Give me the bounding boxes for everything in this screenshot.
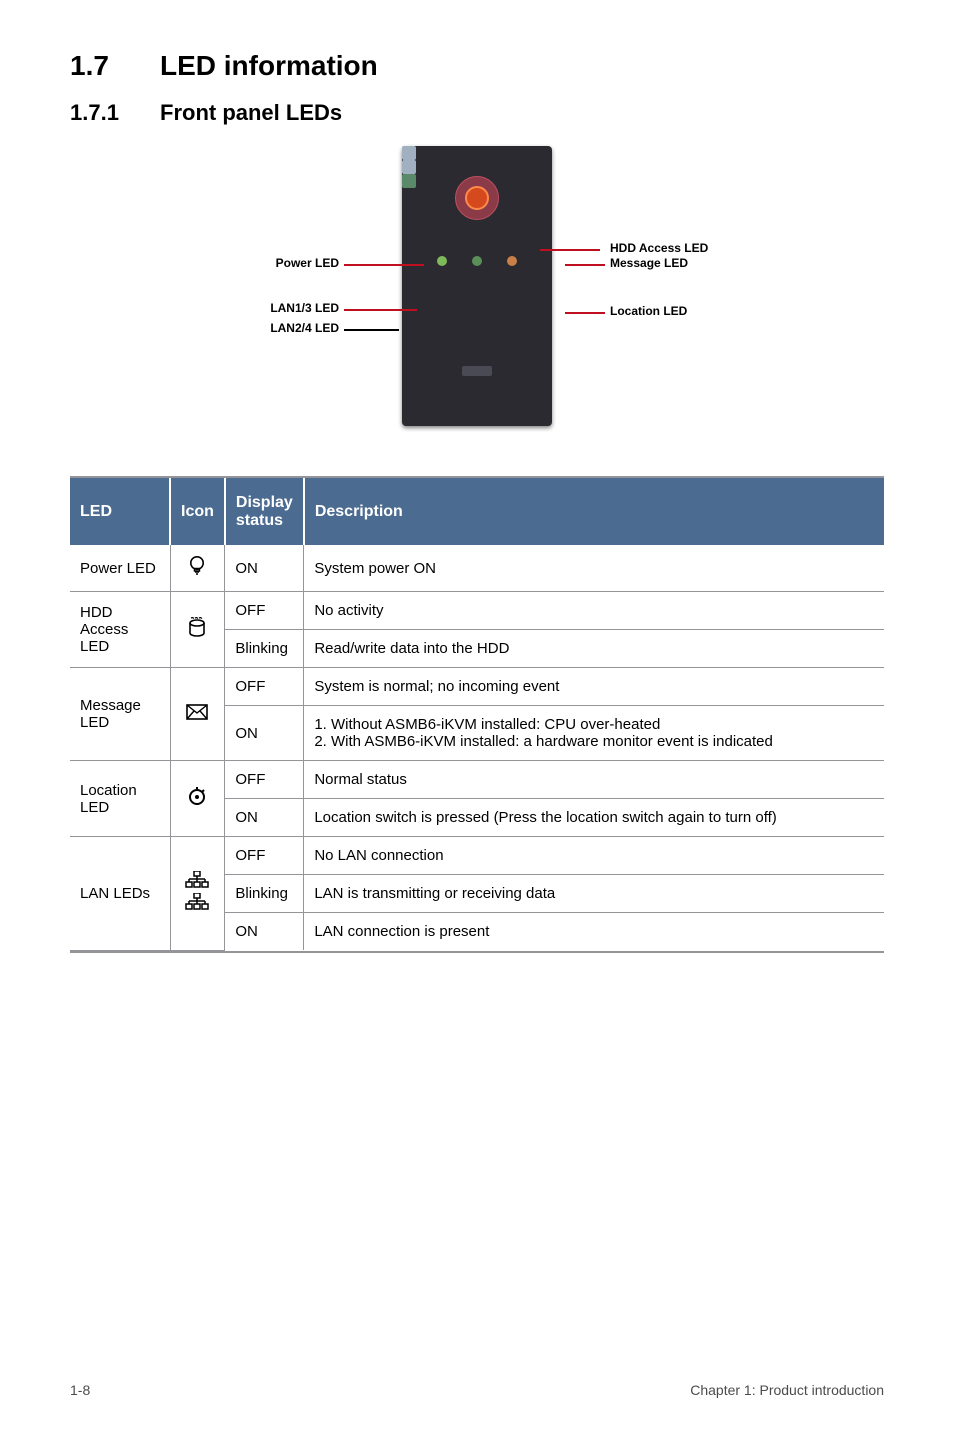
callout-lan13-label: LAN1/3 LED: [270, 301, 339, 315]
device-power-button-graphic: [455, 176, 499, 220]
callout-lan24-led: LAN2/4 LED: [139, 321, 339, 335]
cell-icon-power: [170, 545, 225, 592]
footer-page-number: 1-8: [70, 1382, 90, 1398]
page-footer: 1-8 Chapter 1: Product introduction: [70, 1382, 884, 1398]
section-number: 1.7: [70, 50, 160, 82]
cell-icon-location: [170, 761, 225, 837]
subsection-number: 1.7.1: [70, 100, 160, 126]
callout-hdd-access-led: HDD Access LED: [610, 241, 830, 255]
cell-desc: No activity: [304, 592, 884, 630]
callout-lan24-label: LAN2/4 LED: [270, 321, 339, 335]
table-header-row: LED Icon Display status Description: [70, 478, 884, 545]
callout-lan13-led: LAN1/3 LED: [139, 301, 339, 315]
cell-status: ON: [225, 706, 304, 761]
cell-status: OFF: [225, 668, 304, 706]
cell-status: OFF: [225, 761, 304, 799]
cell-desc: Location switch is pressed (Press the lo…: [304, 799, 884, 837]
table-row: HDD Access LED OFF No activity: [70, 592, 884, 630]
table-row: LAN LEDs 1 2 O: [70, 837, 884, 875]
th-icon: Icon: [170, 478, 225, 545]
device-lan2-led-icon: [402, 160, 416, 174]
front-panel-diagram: HDD Access LED Message LED Location LED …: [70, 146, 884, 446]
callout-location-label: Location LED: [610, 304, 687, 318]
cell-led-name: HDD Access LED: [70, 592, 170, 668]
cell-desc: Normal status: [304, 761, 884, 799]
device-lan1-led-icon: [402, 146, 416, 160]
lan-2-icon: 2: [185, 893, 209, 911]
envelope-icon: [186, 704, 208, 720]
cell-icon-lan: 1 2: [170, 837, 225, 951]
callout-message-led: Message LED: [610, 256, 830, 270]
cell-desc: System is normal; no incoming event: [304, 668, 884, 706]
th-led: LED: [70, 478, 170, 545]
cell-desc: LAN connection is present: [304, 913, 884, 951]
cell-led-name: LAN LEDs: [70, 837, 170, 951]
cylinder-icon: [187, 617, 207, 639]
device-hdd-led-dot: [472, 256, 482, 266]
callout-location-led: Location LED: [610, 304, 830, 318]
callout-message-label: Message LED: [610, 256, 688, 270]
footer-chapter-title: Chapter 1: Product introduction: [690, 1382, 884, 1398]
cell-status: OFF: [225, 837, 304, 875]
led-table-wrapper: LED Icon Display status Description Powe…: [70, 476, 884, 953]
cell-status: Blinking: [225, 630, 304, 668]
table-row: Location LED OFF Normal status: [70, 761, 884, 799]
cell-desc: LAN is transmitting or receiving data: [304, 875, 884, 913]
device-panel-image: [402, 146, 552, 426]
cell-desc: 1. Without ASMB6-iKVM installed: CPU ove…: [304, 706, 884, 761]
cell-icon-message: [170, 668, 225, 761]
cell-desc: Read/write data into the HDD: [304, 630, 884, 668]
callout-hdd-access-label: HDD Access LED: [610, 241, 708, 255]
subsection-name: Front panel LEDs: [160, 100, 342, 125]
cell-led-name: Power LED: [70, 545, 170, 592]
bulb-icon: [189, 555, 205, 577]
device-location-led-icon: [402, 174, 416, 188]
section-title: 1.7LED information: [70, 50, 884, 82]
device-socket-strip: [462, 366, 492, 376]
section-name: LED information: [160, 50, 378, 81]
table-row: Power LED ON System power ON: [70, 545, 884, 592]
device-power-led-dot: [437, 256, 447, 266]
cell-status: ON: [225, 545, 304, 592]
cell-status: OFF: [225, 592, 304, 630]
th-display-line1: Display: [236, 494, 293, 511]
cell-desc: No LAN connection: [304, 837, 884, 875]
th-display-line2: status: [236, 512, 283, 529]
cell-desc: System power ON: [304, 545, 884, 592]
cell-led-name: Location LED: [70, 761, 170, 837]
target-icon: [186, 786, 208, 808]
th-description: Description: [304, 478, 884, 545]
led-info-table: LED Icon Display status Description Powe…: [70, 478, 884, 951]
cell-icon-hdd: [170, 592, 225, 668]
callout-power-led: Power LED: [139, 256, 339, 270]
lan-1-icon: 1: [185, 871, 209, 889]
th-display-status: Display status: [225, 478, 304, 545]
device-message-led-dot: [507, 256, 517, 266]
callout-power-label: Power LED: [276, 256, 339, 270]
cell-status: ON: [225, 799, 304, 837]
cell-led-name: Message LED: [70, 668, 170, 761]
cell-status: ON: [225, 913, 304, 951]
subsection-title: 1.7.1Front panel LEDs: [70, 100, 884, 126]
table-row: Message LED OFF System is normal; no inc…: [70, 668, 884, 706]
cell-status: Blinking: [225, 875, 304, 913]
